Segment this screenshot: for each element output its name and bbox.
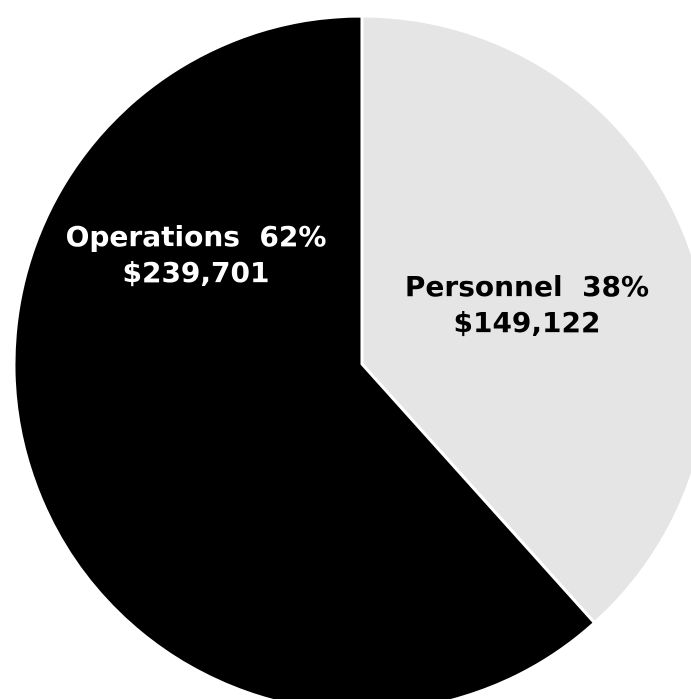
pie-slice-personnel [360,14,691,625]
slice-name-percent: Personnel 38% [405,270,649,303]
slice-amount: $149,122 [453,306,600,339]
pie-slice-operations [12,14,597,699]
pie-labels: Personnel 38% $149,122 Operations 62% $239,… [66,220,650,339]
slice-label-personnel: Personnel 38% $149,122 [405,270,649,339]
slice-name-percent: Operations 62% [66,220,327,253]
slice-amount: $239,701 [122,256,269,289]
pie-slices [12,14,691,699]
slice-label-operations: Operations 62% $239,701 [66,220,327,289]
